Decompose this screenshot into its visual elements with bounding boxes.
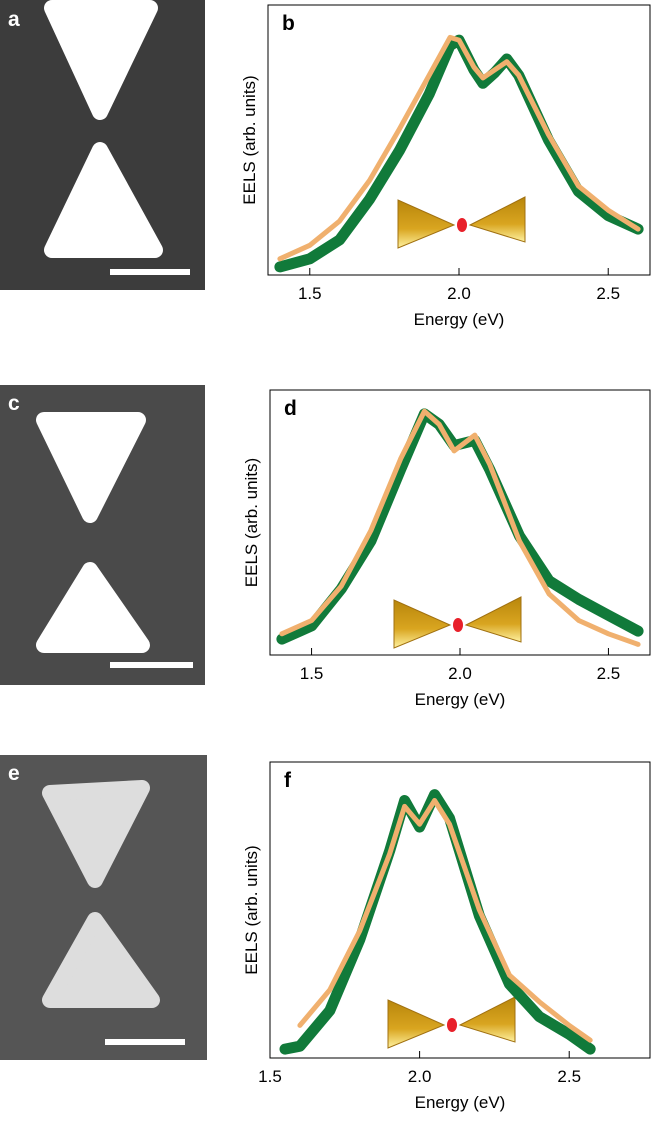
beam-spot bbox=[447, 1018, 457, 1032]
x-tick-label: 1.5 bbox=[258, 1067, 282, 1086]
bowtie-inset bbox=[393, 596, 522, 649]
image-a: a bbox=[0, 0, 205, 290]
series-line bbox=[297, 798, 593, 1043]
x-tick-label: 2.5 bbox=[596, 284, 620, 303]
x-tick-label: 2.0 bbox=[448, 664, 472, 683]
y-axis-label: EELS (arb. units) bbox=[240, 75, 259, 204]
lines bbox=[274, 34, 644, 273]
x-tick-label: 2.0 bbox=[408, 1067, 432, 1086]
nanotriangle bbox=[464, 596, 522, 643]
y-axis-label: EELS (arb. units) bbox=[242, 458, 261, 587]
bowtie-inset bbox=[387, 996, 516, 1049]
y-axis-label: EELS (arb. units) bbox=[242, 845, 261, 974]
bowtie-inset bbox=[397, 196, 526, 249]
panel-label: a bbox=[8, 8, 20, 31]
x-tick-label: 2.5 bbox=[557, 1067, 581, 1086]
beam-spot bbox=[457, 218, 467, 232]
x-tick-label: 2.0 bbox=[447, 284, 471, 303]
image-e: e bbox=[0, 755, 207, 1060]
panel-label: e bbox=[8, 762, 20, 785]
x-tick-label: 1.5 bbox=[300, 664, 324, 683]
panel-label: c bbox=[8, 392, 20, 415]
nanotriangle bbox=[397, 199, 456, 249]
lines bbox=[276, 408, 644, 647]
chart: 1.5 2.0 2.5 Energy (eV) EELS (arb. units) b bbox=[240, 4, 651, 329]
series-line bbox=[274, 34, 644, 273]
series-line bbox=[279, 408, 641, 647]
chart: 1.5 2.0 2.5 Energy (eV) EELS (arb. units) f bbox=[242, 761, 651, 1112]
plot-frame bbox=[269, 761, 651, 1059]
x-axis-label: Energy (eV) bbox=[415, 690, 506, 709]
panel-label: b bbox=[282, 12, 295, 35]
x-axis-label: Energy (eV) bbox=[415, 1093, 506, 1112]
nanotriangle bbox=[458, 996, 516, 1043]
x-axis-label: Energy (eV) bbox=[414, 310, 505, 329]
chart: 1.5 2.0 2.5 Energy (eV) EELS (arb. units) d bbox=[242, 389, 651, 709]
series-line bbox=[279, 789, 596, 1055]
nanotriangle bbox=[468, 196, 526, 243]
image-c: c bbox=[0, 385, 205, 685]
nanotriangle bbox=[387, 999, 446, 1049]
panel-label: d bbox=[284, 397, 297, 420]
panel-label: f bbox=[284, 769, 292, 792]
series-line bbox=[277, 34, 641, 262]
nanotriangle bbox=[393, 599, 452, 649]
x-tick-label: 2.5 bbox=[597, 664, 621, 683]
x-tick-label: 1.5 bbox=[298, 284, 322, 303]
lines bbox=[279, 789, 596, 1055]
beam-spot bbox=[453, 618, 463, 632]
